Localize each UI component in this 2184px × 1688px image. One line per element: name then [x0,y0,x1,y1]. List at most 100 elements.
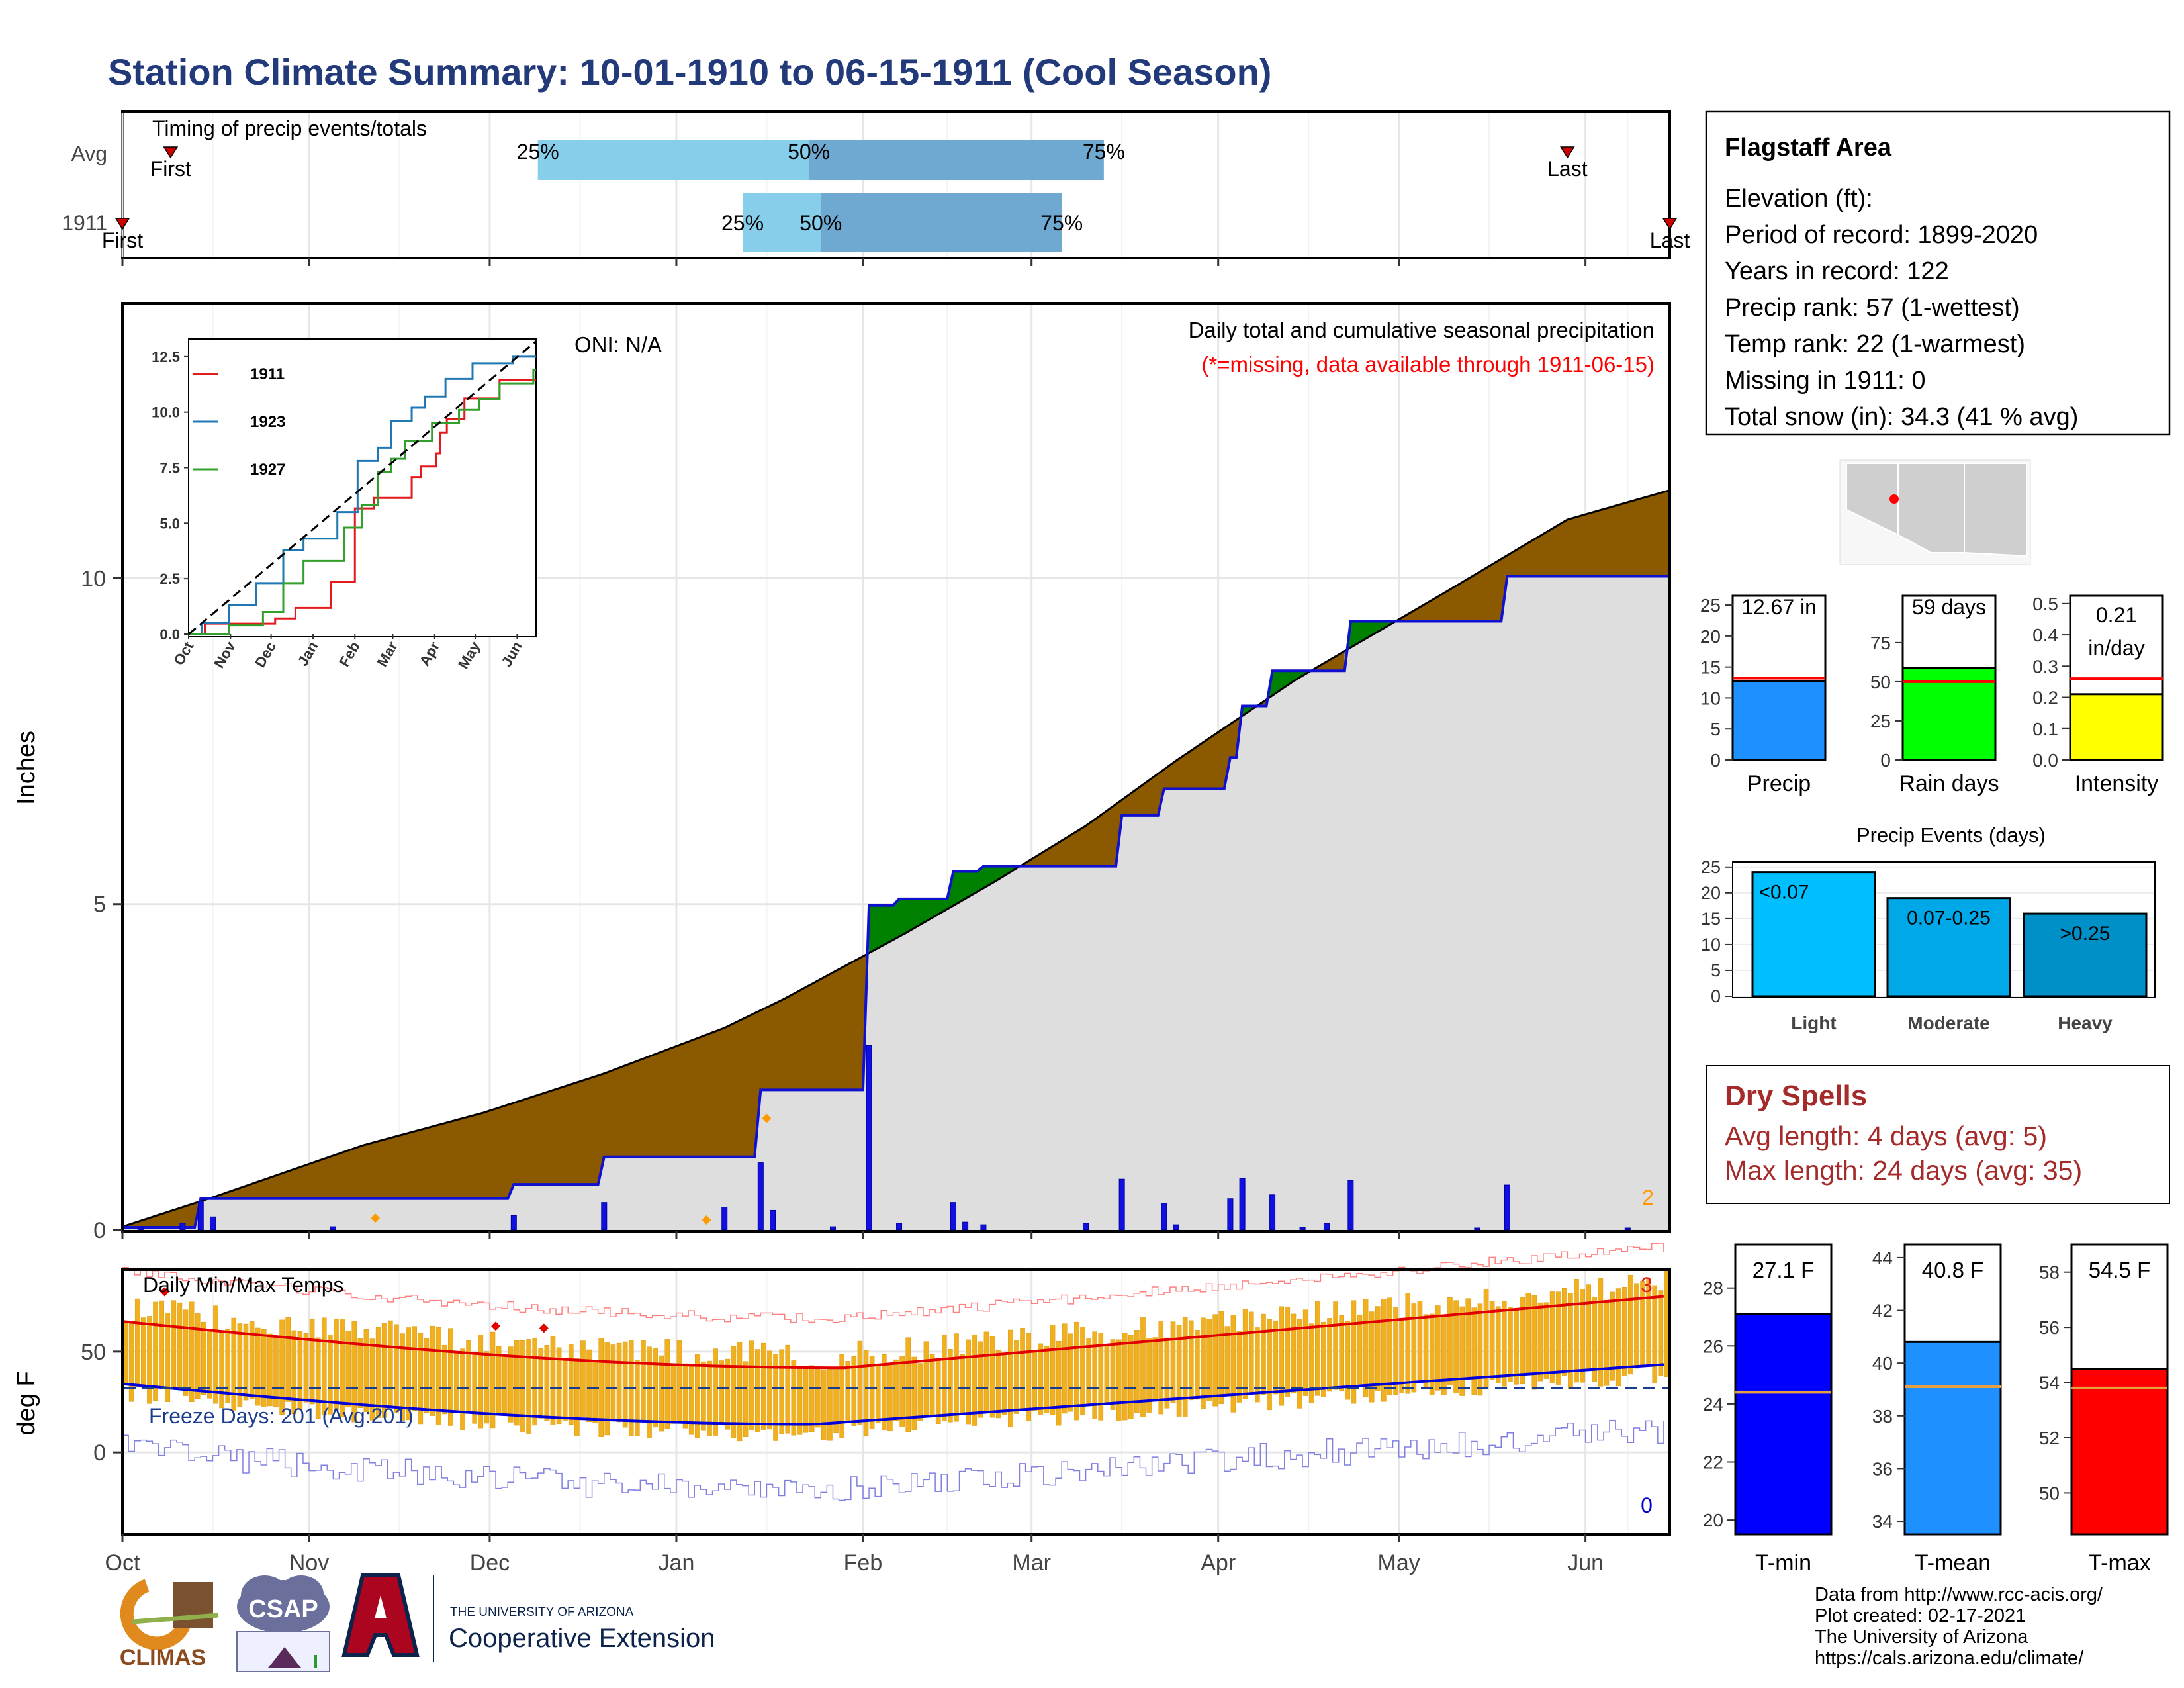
daily-temp-bar [670,1364,676,1424]
station-line: Total snow (in): 34.3 (41 % avg) [1725,403,2078,431]
summary-bar-tick-label: 25 [1870,711,1891,731]
summary-bar-tick-label: 15 [1700,657,1721,678]
last-event-label: Last [1547,157,1588,181]
credit-line: https://cals.arizona.edu/climate/ [1815,1648,2084,1669]
temp-bar-tick-label: 22 [1703,1452,1723,1473]
daily-precip-bar [1347,1180,1354,1231]
events-tick-label: 5 [1711,961,1721,980]
timing-bar-q25-q50 [743,193,821,252]
daily-temp-bar [905,1337,911,1432]
daily-precip-bar [1624,1227,1631,1231]
daily-precip-bar [896,1223,903,1231]
timing-q50-label: 50% [799,211,842,235]
events-bar-label: Light [1791,1013,1836,1033]
month-tick-label: May [1378,1550,1420,1575]
daily-precip-bar [1239,1178,1246,1231]
daily-temp-bar [1604,1299,1610,1386]
daily-temp-bar [1351,1300,1357,1404]
station-line: Elevation (ft): [1725,185,1873,212]
timing-q75-label: 75% [1083,140,1125,164]
station-info-box: Flagstaff Area Elevation (ft): Period of… [1705,110,2171,436]
temp-bar-tick-label: 44 [1872,1248,1893,1268]
daily-temp-bar [893,1359,899,1421]
daily-temp-bar [809,1365,815,1432]
daily-temp-bar [261,1329,267,1407]
summary-bar-value: 59 days [1912,595,1986,619]
daily-temp-bar [1381,1298,1387,1402]
daily-temp-bar [754,1349,760,1432]
daily-precip-bar [179,1223,186,1231]
daily-precip-bar [1504,1184,1510,1231]
daily-temp-bar [424,1338,430,1413]
timing-title: Timing of precip events/totals [152,117,427,140]
inset-y-tick-label: 10.0 [152,404,180,421]
daily-temp-bar [1201,1317,1206,1409]
daily-temp-bar [1441,1314,1447,1395]
daily-temp-bar [189,1301,195,1403]
inset-legend-label: 1911 [250,365,285,383]
precip-title: Daily total and cumulative seasonal prec… [1189,318,1655,342]
daily-temp-bar [141,1317,146,1388]
csap-logo: CSAP [236,1575,330,1672]
daily-temp-bar [622,1341,628,1428]
daily-temp-bar [1279,1306,1285,1406]
daily-temp-bar [1483,1289,1489,1389]
timing-bar-q25-q50 [537,140,809,180]
daily-temp-bar [568,1344,574,1425]
daily-temp-bar [334,1318,339,1411]
climas-logo-text: CLIMAS [120,1645,206,1670]
station-line: Years in record: 122 [1725,258,1949,285]
summary-bar-tick-label: 0.5 [2032,594,2058,614]
daily-temp-bar [328,1335,333,1415]
timing-row-label-year: 1911 [62,211,107,235]
daily-temp-bar [616,1342,622,1423]
events-tick-label: 0 [1711,986,1721,1006]
daily-temp-bar [659,1355,664,1432]
daily-temp-bar [466,1340,471,1414]
daily-temp-bar [785,1344,791,1434]
daily-temp-bar [845,1361,851,1421]
daily-temp-bar [1502,1301,1507,1387]
ua-logo-big-text: Cooperative Extension [449,1624,715,1653]
daily-temp-bar [309,1319,315,1405]
daily-temp-bar [538,1348,544,1419]
daily-temp-bar [1537,1302,1543,1382]
daily-temp-bar [935,1359,941,1424]
daily-temp-bar [1435,1305,1441,1391]
oni-label: ONI: N/A [574,332,662,357]
daily-temp-bar [1555,1291,1561,1385]
daily-temp-bar [1321,1321,1326,1397]
daily-temp-bar [1302,1309,1308,1396]
daily-temp-bar [1206,1319,1212,1401]
last-event-label: Last [1650,228,1690,252]
daily-precip-bar [510,1215,517,1231]
daily-temp-bar [556,1347,562,1425]
daily-temp-bar [1411,1303,1417,1393]
month-tick-label: Oct [105,1550,140,1575]
daily-temp-bar [1664,1270,1670,1377]
daily-temp-bar [1056,1340,1062,1426]
temp-title: Daily Min/Max Temps [143,1273,343,1297]
month-axis: Oct Nov Dec Jan Feb Mar Apr May Jun [105,258,1604,1575]
daily-temp-bar [857,1340,863,1425]
summary-bar [1731,680,1827,761]
events-bar-range: >0.25 [2060,923,2111,945]
summary-bar-tick-label: 0.3 [2032,656,2058,677]
precip-corner-count: 2 [1642,1186,1654,1209]
daily-temp-bar [1230,1315,1236,1413]
daily-precip-bar [1083,1223,1089,1231]
daily-temp-bar [1598,1278,1604,1387]
y-tick-label: 10 [81,566,106,591]
daily-temp-bar [1128,1335,1134,1419]
daily-temp-bar [1195,1330,1200,1400]
timing-q25-label: 25% [517,140,559,164]
daily-temp-bar [321,1317,327,1416]
daily-temp-bar [496,1346,502,1416]
daily-temp-bar [827,1367,833,1441]
inset-y-tick-label: 2.5 [159,571,180,587]
daily-temp-bar [1634,1283,1639,1369]
summary-bar-tick-label: 0.2 [2032,688,2058,708]
ua-logo: THE UNIVERSITY OF ARIZONA Cooperative Ex… [341,1573,715,1662]
daily-temp-bar [731,1346,737,1438]
